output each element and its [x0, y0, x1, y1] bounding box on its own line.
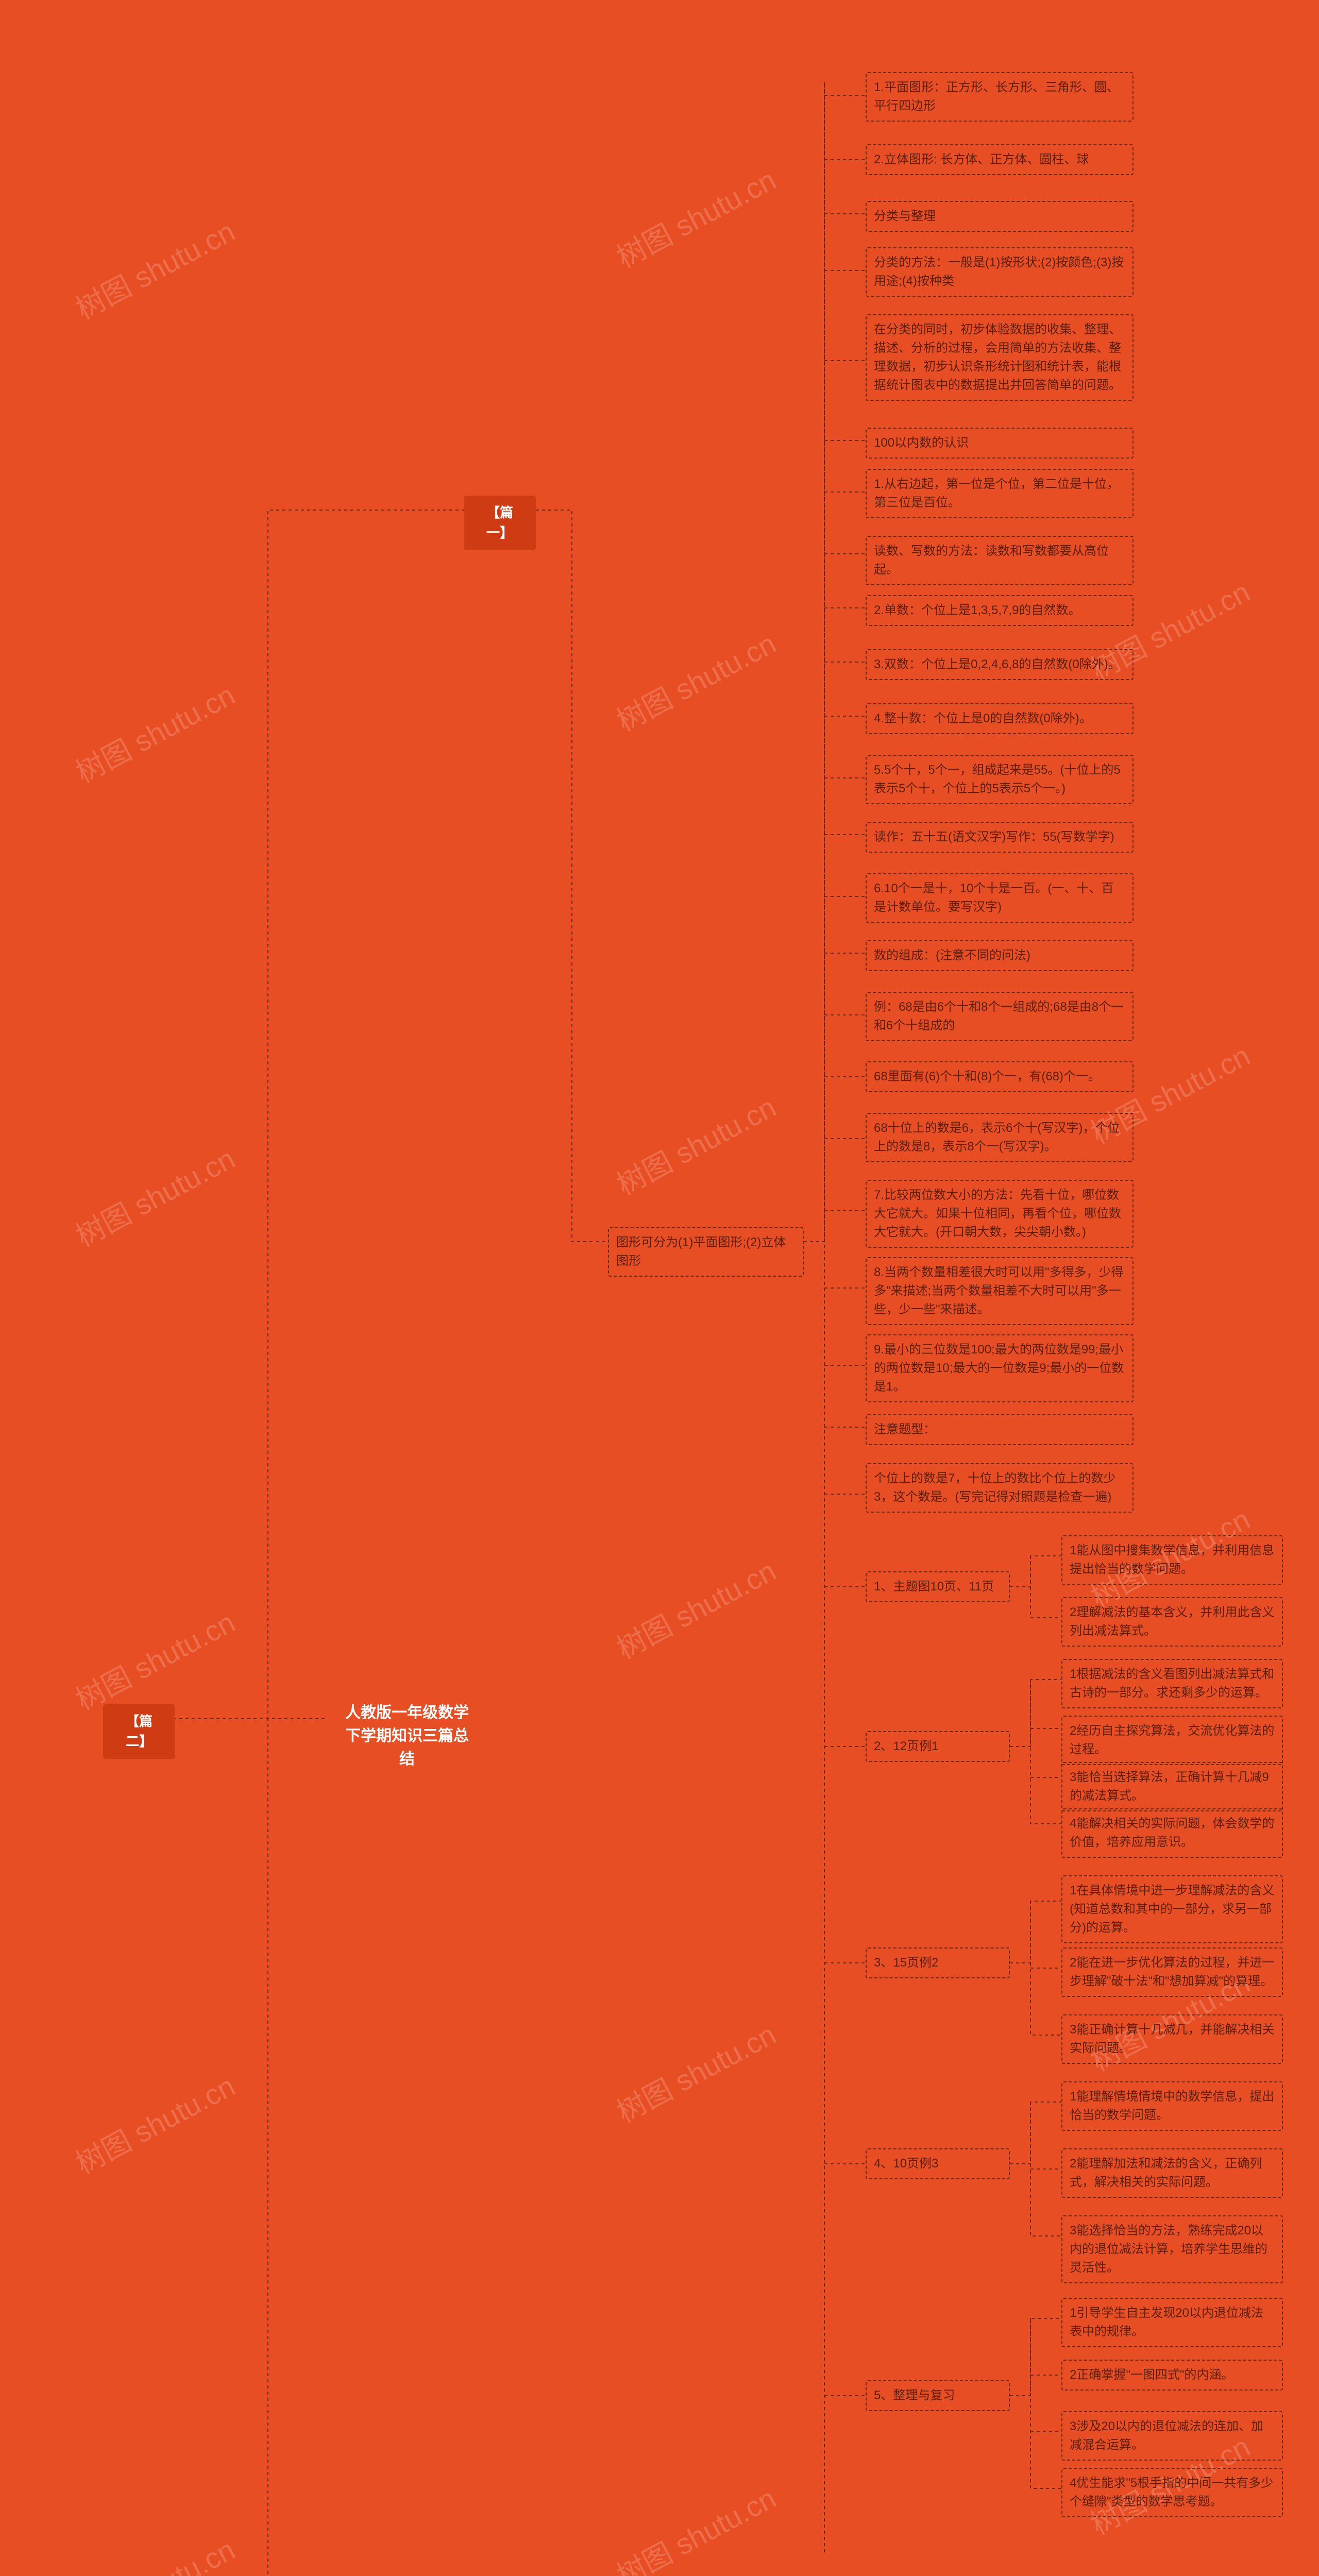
- leaf: 个位上的数是7，十位上的数比个位上的数少3，这个数是。(写完记得对照题是检查一遍…: [866, 1463, 1134, 1513]
- watermark-text: 树图 shutu.cn: [67, 2527, 242, 2576]
- watermark-text: 树图 shutu.cn: [608, 2012, 783, 2131]
- leaf: 2正确掌握"一图四式"的内涵。: [1061, 2360, 1283, 2391]
- leaf: 100以内数的认识: [866, 428, 1134, 459]
- leaf: 68十位上的数是6，表示6个十(写汉字)，个位上的数是8，表示8个一(写汉字)。: [866, 1113, 1134, 1162]
- leaf: 分类的方法：一般是(1)按形状;(2)按颜色;(3)按用途;(4)按种类: [866, 247, 1134, 297]
- leaf: 2理解减法的基本含义，并利用此含义列出减法算式。: [1061, 1597, 1283, 1647]
- watermark-text: 树图 shutu.cn: [67, 209, 242, 328]
- leaf: 在分类的同时，初步体验数据的收集、整理、描述、分析的过程，会用简单的方法收集、整…: [866, 314, 1134, 401]
- leaf: 3能恰当选择算法，正确计算十几减9的减法算式。: [1061, 1762, 1283, 1811]
- watermark-text: 树图 shutu.cn: [608, 1084, 783, 1204]
- group-label: 4、10页例3: [866, 2148, 1010, 2179]
- leaf: 6.10个一是十，10个十是一百。(一、十、百是计数单位。要写汉字): [866, 873, 1134, 923]
- leaf: 4能解决相关的实际问题，体会数学的价值，培养应用意识。: [1061, 1808, 1283, 1858]
- leaf: 分类与整理: [866, 201, 1134, 232]
- leaf: 2.立体图形: 长方体、正方体、圆柱、球: [866, 144, 1134, 175]
- watermark-text: 树图 shutu.cn: [67, 672, 242, 791]
- leaf: 5.5个十，5个一，组成起来是55。(十位上的5表示5个十，个位上的5表示5个一…: [866, 755, 1134, 804]
- leaf: 4.整十数：个位上是0的自然数(0除外)。: [866, 703, 1134, 734]
- leaf: 注意题型：: [866, 1414, 1134, 1445]
- leaf: 2经历自主探究算法，交流优化算法的过程。: [1061, 1716, 1283, 1765]
- leaf: 读数、写数的方法：读数和写数都要从高位起。: [866, 536, 1134, 585]
- leaf: 9.最小的三位数是100;最大的两位数是99;最小的两位数是10;最大的一位数是…: [866, 1334, 1134, 1402]
- watermark-text: 树图 shutu.cn: [608, 157, 783, 276]
- leaf: 3.双数：个位上是0,2,4,6,8的自然数(0除外)。: [866, 649, 1134, 680]
- root-node: 人教版一年级数学下学期知识三篇总结: [325, 1688, 489, 1784]
- leaf: 例：68是由6个十和8个一组成的;68是由8个一和6个十组成的: [866, 992, 1134, 1041]
- mindmap-canvas: 树图 shutu.cn 树图 shutu.cn 树图 shutu.cn 树图 s…: [0, 0, 1319, 2576]
- leaf: 读作：五十五(语文汉字)写作：55(写数学字): [866, 822, 1134, 853]
- section-1: 【篇一】: [464, 496, 536, 550]
- watermark-text: 树图 shutu.cn: [67, 1136, 242, 1255]
- leaf: 1根据减法的含义看图列出减法算式和古诗的一部分。求还剩多少的运算。: [1061, 1659, 1283, 1708]
- leaf: 1在具体情境中进一步理解减法的含义(知道总数和其中的一部分，求另一部分)的运算。: [1061, 1875, 1283, 1943]
- group-label: 1、主题图10页、11页: [866, 1571, 1010, 1602]
- group-label: 2、12页例1: [866, 1731, 1010, 1762]
- watermark-text: 树图 shutu.cn: [608, 1548, 783, 1667]
- leaf: 8.当两个数量相差很大时可以用"多得多，少得多"来描述;当两个数量相差不大时可以…: [866, 1257, 1134, 1325]
- leaf: 7.比较两位数大小的方法：先看十位，哪位数大它就大。如果十位相同，再看个位，哪位…: [866, 1180, 1134, 1248]
- leaf: 3能正确计算十几减几，并能解决相关实际问题。: [1061, 2014, 1283, 2064]
- watermark-text: 树图 shutu.cn: [67, 1600, 242, 1719]
- group-label: 5、整理与复习: [866, 2380, 1010, 2411]
- watermark-text: 树图 shutu.cn: [67, 2063, 242, 2182]
- leaf: 2.单数：个位上是1,3,5,7,9的自然数。: [866, 595, 1134, 626]
- leaf: 数的组成：(注意不同的问法): [866, 940, 1134, 971]
- leaf: 68里面有(6)个十和(8)个一，有(68)个一。: [866, 1061, 1134, 1092]
- leaf: 4优生能求"5根手指的中间一共有多少个缝隙"类型的数学思考题。: [1061, 2468, 1283, 2517]
- leaf: 2能理解加法和减法的含义，正确列式，解决相关的实际问题。: [1061, 2148, 1283, 2198]
- leaf: 1能理解情境情境中的数学信息，提出恰当的数学问题。: [1061, 2081, 1283, 2131]
- leaf: 3能选择恰当的方法，熟练完成20以内的退位减法计算，培养学生思维的灵活性。: [1061, 2215, 1283, 2283]
- leaf: 2能在进一步优化算法的过程，并进一步理解"破十法"和"想加算减"的算理。: [1061, 1947, 1283, 1997]
- s1-branch: 图形可分为(1)平面图形;(2)立体图形: [608, 1227, 804, 1277]
- watermark-text: 树图 shutu.cn: [608, 2476, 783, 2576]
- leaf: 1引导学生自主发现20以内退位减法表中的规律。: [1061, 2298, 1283, 2347]
- section-2: 【篇二】: [103, 1704, 175, 1759]
- group-label: 3、15页例2: [866, 1947, 1010, 1978]
- leaf: 1能从图中搜集数学信息，并利用信息提出恰当的数学问题。: [1061, 1535, 1283, 1585]
- leaf: 1.从右边起，第一位是个位，第二位是十位，第三位是百位。: [866, 469, 1134, 518]
- watermark-text: 树图 shutu.cn: [608, 621, 783, 740]
- leaf: 3涉及20以内的退位减法的连加、加减混合运算。: [1061, 2411, 1283, 2461]
- leaf: 1.平面图形：正方形、长方形、三角形、圆、平行四边形: [866, 72, 1134, 122]
